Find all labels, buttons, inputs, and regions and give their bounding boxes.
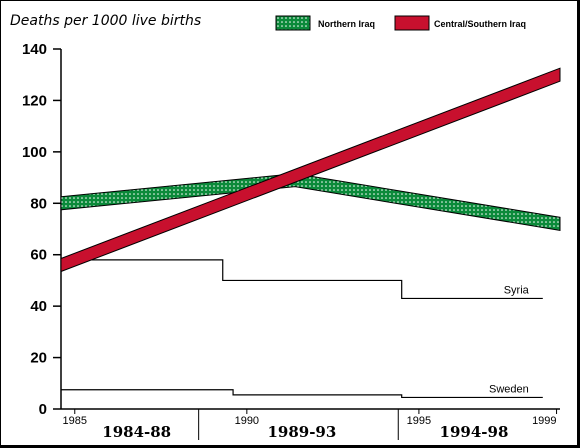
legend-swatch-central-southern-iraq bbox=[394, 15, 430, 31]
y-tick-label: 20 bbox=[30, 350, 47, 367]
series-line-sweden bbox=[61, 389, 543, 399]
y-tick-label: 140 bbox=[22, 41, 47, 58]
series-band-northern-iraq bbox=[60, 173, 561, 231]
x-tick-label: 1990 bbox=[235, 415, 259, 427]
y-tick-label: 40 bbox=[30, 298, 47, 315]
series-line-syria bbox=[61, 259, 543, 300]
legend-label-central-southern-iraq: Central/Southern Iraq bbox=[434, 19, 526, 29]
y-tick-label: 80 bbox=[30, 195, 47, 212]
series-label-sweden: Sweden bbox=[489, 383, 529, 395]
series-label-syria: Syria bbox=[504, 284, 530, 296]
y-tick-label: 120 bbox=[22, 92, 47, 109]
legend: Northern Iraq Central/Southern Iraq bbox=[275, 15, 526, 31]
y-tick-label: 0 bbox=[39, 401, 47, 418]
y-axis-label: Deaths per 1000 live births bbox=[10, 13, 201, 29]
series-band-central-southern-iraq bbox=[60, 67, 561, 273]
y-tick-label: 60 bbox=[30, 247, 47, 264]
step-series bbox=[61, 259, 543, 399]
x-axis: 1985 1990 1995 1999 1984-88 1989-93 1994-98 bbox=[61, 408, 560, 441]
x-tick-label: 1995 bbox=[407, 415, 431, 427]
x-tick-label: 1999 bbox=[532, 415, 556, 427]
period-label: 1984-88 bbox=[102, 423, 171, 441]
y-tick-label: 100 bbox=[22, 144, 47, 161]
legend-label-northern-iraq: Northern Iraq bbox=[318, 19, 375, 29]
x-tick-label: 1985 bbox=[63, 415, 87, 427]
y-axis-ticks: 0 20 40 60 80 100 120 140 bbox=[22, 41, 62, 418]
band-series bbox=[60, 67, 561, 273]
period-label: 1989-93 bbox=[267, 423, 336, 441]
period-label: 1994-98 bbox=[440, 423, 509, 441]
step-labels: Syria Sweden bbox=[489, 284, 530, 395]
legend-swatch-northern-iraq bbox=[275, 15, 311, 31]
